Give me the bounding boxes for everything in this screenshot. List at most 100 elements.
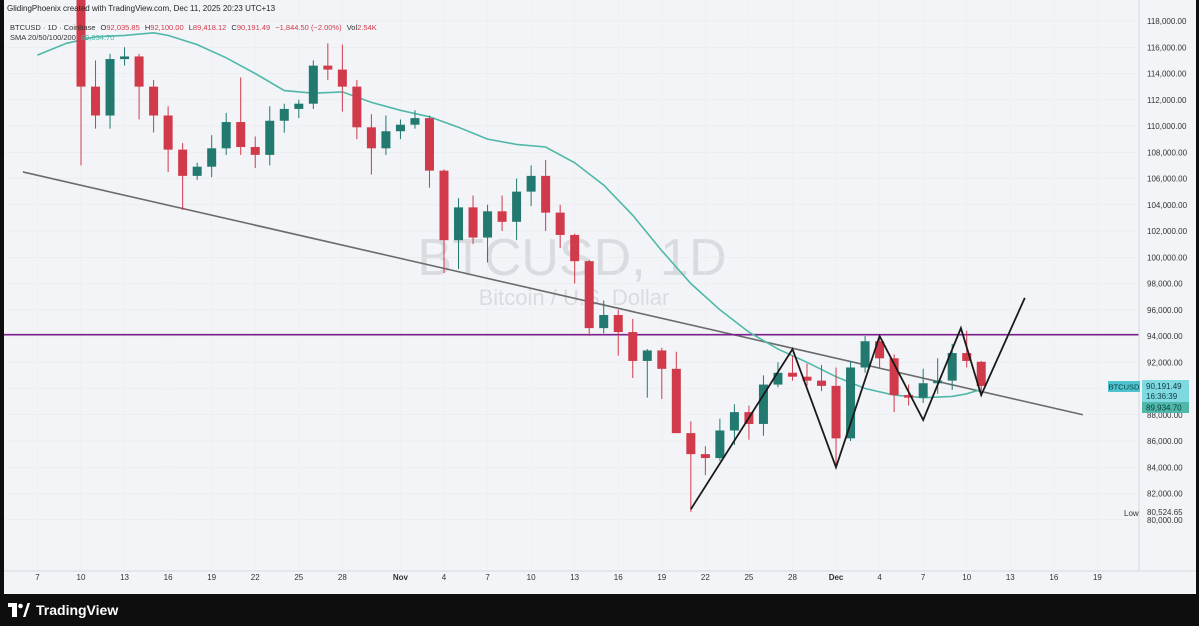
vol-value: 2.54K <box>357 23 377 32</box>
price-tick-label: 100,000.00 <box>1147 253 1188 262</box>
price-tick-label: 94,000.00 <box>1147 332 1183 341</box>
candle-body <box>120 56 130 60</box>
candle-body <box>584 261 594 329</box>
time-tick-label: 4 <box>877 573 882 582</box>
price-tick-label: 80,000.00 <box>1147 516 1183 525</box>
pattern-path[interactable] <box>690 297 1026 510</box>
price-axis[interactable]: 80,000.00 82,000.00 84,000.00 86,000.00 88,0… <box>1138 0 1188 571</box>
candle-body <box>918 383 928 398</box>
candle-body <box>570 234 580 262</box>
candle-up <box>599 300 609 334</box>
time-tick-label: 4 <box>442 573 447 582</box>
candle-body <box>178 149 188 176</box>
candle-down <box>555 204 565 249</box>
price-tick-label: 82,000.00 <box>1147 490 1183 499</box>
candle-body <box>483 211 493 238</box>
close-label: C <box>231 23 237 32</box>
price-tick-label: 92,000.00 <box>1147 358 1183 367</box>
candle-up <box>308 60 318 109</box>
candle-down <box>976 360 986 397</box>
time-tick-label: 25 <box>294 573 303 582</box>
candle-body <box>933 380 943 384</box>
sma-label: SMA 20/50/100/200 <box>10 33 76 42</box>
candle-body <box>352 86 362 128</box>
candle-body <box>729 412 739 431</box>
candle-body <box>337 69 347 87</box>
candle-down <box>613 309 623 356</box>
candle-body <box>410 118 420 125</box>
descending-trendline[interactable] <box>22 171 1084 416</box>
ohlc-line: BTCUSD · 1D · Coinbase O92,035.85 H92,10… <box>10 23 377 32</box>
candle-body <box>366 127 376 149</box>
candle-down <box>570 233 580 284</box>
sma-value: 89,934.70 <box>81 33 114 42</box>
candle-body <box>526 175 536 192</box>
time-tick-label: 13 <box>1006 573 1015 582</box>
candle-down <box>584 259 594 336</box>
candle-down <box>628 318 638 378</box>
candle-up <box>207 135 217 178</box>
candles <box>76 0 986 512</box>
candle-up <box>642 349 652 398</box>
price-tick-label: 110,000.00 <box>1147 122 1187 131</box>
candle-up <box>395 119 405 140</box>
legend: GlidingPhoenix created with TradingView.… <box>7 4 377 42</box>
low-price: 80,524.65 <box>1147 508 1183 517</box>
high-value: 92,100.00 <box>150 23 183 32</box>
tradingview-logo[interactable]: TradingView <box>8 598 118 622</box>
time-tick-label: Nov <box>393 573 409 582</box>
time-tick-label: 19 <box>1093 573 1102 582</box>
candle-up <box>105 53 115 129</box>
candle-body <box>221 122 231 149</box>
sma-line <box>37 31 982 399</box>
countdown-tag: 16:36:39 <box>1146 392 1178 401</box>
candle-down <box>366 114 376 175</box>
candle-up <box>860 336 870 373</box>
candle-up <box>265 106 275 166</box>
symbol-tag-bg <box>1108 381 1140 392</box>
candle-body <box>512 191 522 222</box>
time-axis[interactable]: 7 10 13 16 19 22 25 28 Nov 4 7 10 13 16 19 22 25 28 Dec 4 7 1… <box>4 570 1196 582</box>
grid <box>4 0 1139 571</box>
candle-up <box>294 99 304 119</box>
candle-down <box>817 364 827 392</box>
close-value: 90,191.49 <box>237 23 270 32</box>
price-tick-label: 88,000.00 <box>1147 411 1183 420</box>
candle-up <box>221 112 231 155</box>
price-tick-label: 104,000.00 <box>1147 201 1188 210</box>
sma-price-tag-bg <box>1142 402 1189 413</box>
price-tick-label: 116,000.00 <box>1147 43 1187 52</box>
price-tick-label: 84,000.00 <box>1147 463 1183 472</box>
price-tick-label: 118,000.00 <box>1147 17 1187 26</box>
price-tags: BTCUSD 90,191.49 16:36:39 89,934.70 Low … <box>1108 380 1189 518</box>
candle-body <box>541 175 551 213</box>
price-tick-label: 108,000.00 <box>1147 148 1188 157</box>
price-tick-label: 96,000.00 <box>1147 306 1183 315</box>
candle-body <box>817 380 827 386</box>
time-tick-label: 10 <box>962 573 971 582</box>
time-tick-label: 10 <box>77 573 86 582</box>
candle-down <box>149 80 159 133</box>
candle-body <box>308 65 318 104</box>
time-tick-label: 16 <box>164 573 173 582</box>
candle-up <box>715 418 725 461</box>
time-tick-label: 7 <box>921 573 926 582</box>
chart-frame <box>4 0 1196 594</box>
candle-down <box>337 44 347 112</box>
low-label-ohlc: L <box>189 23 193 32</box>
sma-legend: SMA 20/50/100/200 89,934.70 <box>10 33 114 42</box>
candle-body <box>671 368 681 434</box>
tradingview-logo-icon <box>8 603 30 617</box>
candle-up <box>773 362 783 388</box>
time-tick-label: Dec <box>829 573 844 582</box>
candle-body <box>613 315 623 333</box>
candle-up <box>192 162 202 180</box>
symbol-tag: BTCUSD <box>1109 383 1140 392</box>
candle-up <box>483 204 493 263</box>
sma-path <box>37 31 982 399</box>
candle-down <box>787 355 797 381</box>
candle-body <box>207 148 217 167</box>
time-tick-label: 22 <box>251 573 260 582</box>
candle-body <box>134 56 144 87</box>
price-chart[interactable]: BTCUSD, 1D Bitcoin / U.S. Dollar 80,000.… <box>0 0 1199 594</box>
